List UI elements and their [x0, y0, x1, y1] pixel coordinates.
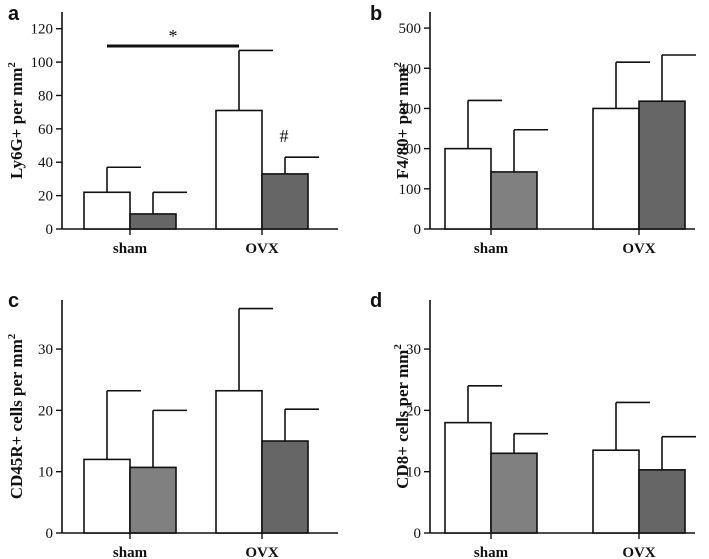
panel-a-ytick-label: 100 [31, 55, 54, 71]
panel-d-bar-ovx-1 [592, 449, 640, 534]
panel-a-category-label: OVX [245, 241, 279, 257]
panel-c-ylabel: CD45R+ cells per mm2 [6, 333, 26, 499]
panel-d-bar-sham-1 [444, 421, 492, 534]
panel-d-ytick-label: 30 [406, 342, 421, 358]
panel-b-bar-sham-2 [490, 171, 538, 230]
panel-d-category-label: sham [474, 545, 509, 559]
panel-a-letter: a [8, 3, 20, 25]
panel-a-ylabel-sup: 2 [6, 62, 18, 68]
panel-a-ylabel: Ly6G+ per mm2 [6, 62, 26, 179]
panel-a-bar-ovx-2 [261, 173, 309, 230]
panel-c-ylabel-sup: 2 [6, 333, 18, 339]
panel-d-ytick-label: 20 [406, 403, 421, 419]
panel-c-bar-ovx-2 [261, 440, 309, 534]
panel-d-ytick-label: 10 [406, 465, 421, 481]
panel-d-ylabel: CD8+ cells per mm2 [392, 344, 412, 489]
panel-b-letter: b [370, 3, 382, 25]
panel-c-ytick-label: 30 [38, 342, 53, 358]
panel-b-bar-ovx-2 [638, 100, 686, 230]
panel-c-letter: c [8, 290, 19, 312]
panel-b-ytick-label: 200 [399, 142, 422, 158]
panel-b-ytick-label: 300 [399, 101, 422, 117]
panel-b-ytick-label: 400 [399, 61, 422, 77]
panel-a-hash-marker: # [280, 126, 289, 146]
panel-a-ytick-label: 0 [46, 222, 54, 238]
panel-d-category-label: OVX [622, 545, 656, 559]
panel-c-bar-sham-1 [83, 458, 131, 534]
panel-b-ytick-label: 0 [414, 222, 422, 238]
panel-d-ylabel-sup: 2 [392, 344, 404, 350]
panel-c-category-label: sham [113, 545, 148, 559]
panel-c-ytick-label: 20 [38, 403, 53, 419]
panel-b-bar-ovx-1 [592, 107, 640, 230]
panel-d-bar-ovx-2 [638, 469, 686, 534]
panel-b-ylabel: F4/80+ per mm2 [392, 62, 412, 179]
panel-b-bar-sham-1 [444, 147, 492, 230]
panel-a-ytick-label: 20 [38, 189, 53, 205]
panel-a-ytick-label: 40 [38, 155, 53, 171]
panel-c-bar-sham-2 [129, 466, 177, 534]
panel-b-ytick-label: 100 [399, 182, 422, 198]
panel-c-bar-ovx-1 [215, 389, 263, 534]
panel-d-ylabel-text: CD8+ cells per mm [393, 350, 412, 489]
panel-a-ylabel-text: Ly6G+ per mm [7, 68, 26, 179]
panel-b: b F4/80+ per mm2 0 100 200 300 400 500 sham OVX [370, 3, 696, 257]
panel-b-ytick-label: 500 [399, 21, 422, 37]
panel-c-ytick-label: 0 [46, 526, 54, 542]
panel-b-category-label: sham [474, 241, 509, 257]
panel-c-category-label: OVX [245, 545, 279, 559]
panel-a-bar-sham-1 [83, 191, 131, 230]
panel-d-bar-sham-2 [490, 452, 538, 534]
panel-c-ytick-label: 10 [38, 465, 53, 481]
panel-a-bar-ovx-1 [215, 109, 263, 230]
panel-a-ytick-label: 80 [38, 88, 53, 104]
panel-a-significance-star: * [169, 26, 178, 46]
panel-b-ylabel-sup: 2 [392, 62, 404, 68]
panel-a-bar-sham-2 [129, 213, 177, 230]
panel-a-ytick-label: 60 [38, 122, 53, 138]
panel-a-ytick-label: 120 [31, 22, 54, 38]
panel-c-ylabel-text: CD45R+ cells per mm [7, 339, 26, 499]
panel-b-category-label: OVX [622, 241, 656, 257]
panel-b-ylabel-text: F4/80+ per mm [393, 68, 412, 179]
panel-d-ytick-label: 0 [414, 526, 422, 542]
panel-a-category-label: sham [113, 241, 148, 257]
panel-d-letter: d [370, 290, 382, 312]
